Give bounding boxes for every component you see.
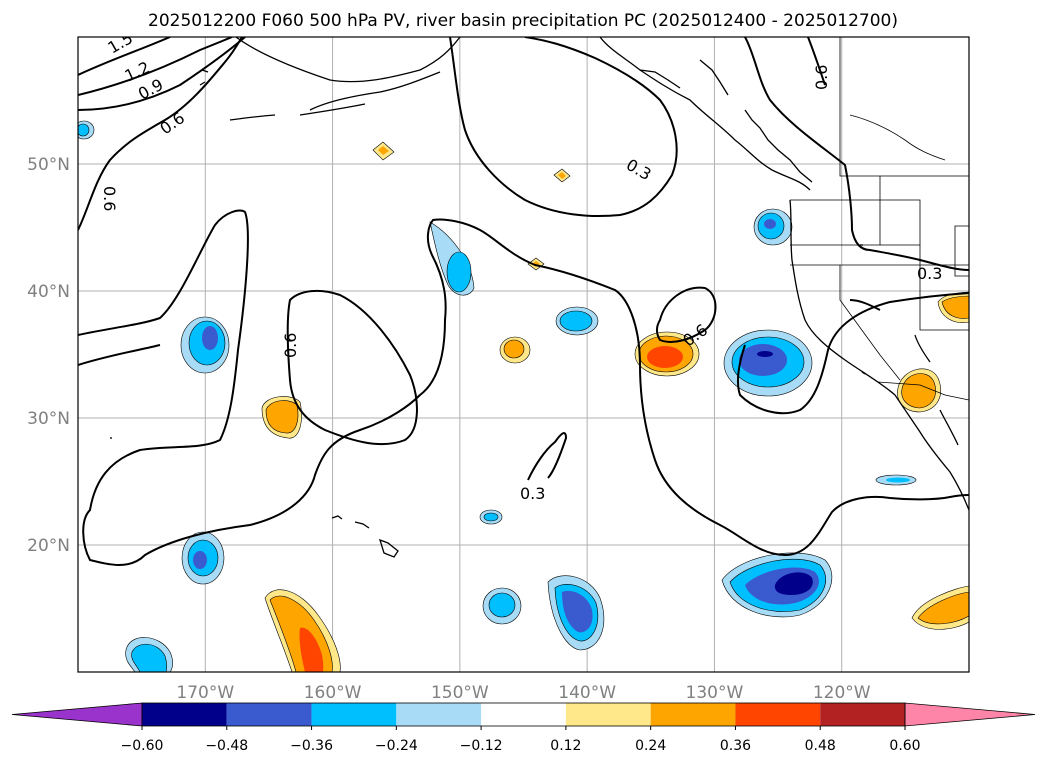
colorbar-segment: [650, 703, 736, 726]
lat-tick-label: 40°N: [27, 282, 70, 302]
colorbar-extend-max: [904, 702, 1036, 727]
lon-tick-label: 170°W: [176, 683, 234, 703]
map-frame: [77, 36, 970, 673]
map-panel: 1.5 1.2 0.9 0.6 0.6 0.3 0.6 0.6 0.6 0.3 …: [77, 36, 970, 673]
lat-tick-label: 30°N: [27, 409, 70, 429]
colorbar-segment: [565, 703, 651, 726]
gridlines: [78, 37, 969, 672]
negative-anomaly-125w-44n: [753, 208, 793, 246]
negative-anomaly-148w-15n: [482, 587, 522, 625]
lon-tick-label: 160°W: [304, 683, 362, 703]
colorbar-segment: [142, 703, 227, 726]
negative-anomaly-170w-18n: [181, 531, 225, 585]
colorbar-frame: [141, 702, 906, 727]
axis-ticks: 170°W 160°W 150°W 140°W 130°W 120°W 20°N 30°N 40…: [27, 155, 871, 703]
positive-anomaly-113w-39n: [937, 291, 969, 323]
colorbar-tick-label: 0.12: [550, 738, 581, 754]
colorbar-segment: [735, 703, 821, 726]
negative-anomaly-150w-40n: [429, 221, 475, 296]
colorbar-segment: [481, 703, 566, 726]
colorbar-tick-label: 0.60: [889, 738, 920, 754]
lat-tick-label: 50°N: [27, 155, 70, 175]
lon-tick-label: 130°W: [686, 683, 744, 703]
contour-label: 0.3: [520, 484, 545, 503]
colorbar: −0.60 −0.48 −0.36 −0.24 −0.12 0.12 0.24 0.36 0.4…: [11, 702, 1036, 754]
lat-tick-label: 20°N: [27, 536, 70, 556]
positive-anomaly-162w-15n: [264, 589, 341, 672]
precipitation-shading: [78, 120, 969, 672]
colorbar-tick-label: 0.48: [805, 738, 836, 754]
negative-anomaly-142w-37n: [555, 306, 599, 336]
colorbar-segment: [311, 703, 397, 726]
contour-label: 0.6: [281, 333, 300, 358]
negative-anomaly-140w-15n: [547, 575, 605, 651]
lon-tick-label: 120°W: [813, 683, 871, 703]
colorbar-segment: [226, 703, 312, 726]
negative-anomaly-north-edge: [78, 120, 95, 140]
negative-anomaly-125w-35n: [723, 329, 813, 397]
negative-anomaly-170w-35n: [180, 316, 230, 374]
colorbar-tick-label: −0.24: [375, 738, 418, 754]
colorbar-tick-label: 0.36: [720, 738, 751, 754]
pv-contours: [78, 37, 969, 566]
political-borders: [790, 37, 969, 401]
positive-anomaly-115w-15n: [911, 585, 969, 630]
contour-label: 0.6: [100, 186, 119, 211]
positive-anomaly-164w-30n: [261, 396, 302, 439]
contour-label: 0.3: [917, 264, 942, 283]
colorbar-tick-label: −0.48: [205, 738, 248, 754]
colorbar-tick-label: 0.24: [635, 738, 666, 754]
positive-anomaly-134w-34n: [634, 331, 700, 377]
lon-tick-label: 140°W: [558, 683, 616, 703]
colorbar-tick-label: −0.12: [460, 738, 503, 754]
positive-anomaly-116w-32n: [897, 368, 941, 413]
colorbar-tick-label: −0.36: [290, 738, 333, 754]
colorbar-segment: [820, 703, 905, 726]
colorbar-tick-label: −0.60: [121, 738, 164, 754]
lon-tick-label: 150°W: [431, 683, 489, 703]
colorbar-segment: [396, 703, 482, 726]
figure-title: 2025012200 F060 500 hPa PV, river basin …: [148, 11, 898, 31]
contour-label: 0.6: [812, 65, 831, 90]
negative-anomaly-148w-21n: [479, 509, 503, 525]
colorbar-extend-min: [11, 702, 143, 727]
negative-anomaly-172w-12n: [125, 637, 173, 672]
positive-anomaly-144w-33n: [499, 336, 531, 364]
negative-anomaly-125w-16n: [721, 552, 833, 618]
negative-anomaly-118w-25n: [875, 474, 917, 486]
